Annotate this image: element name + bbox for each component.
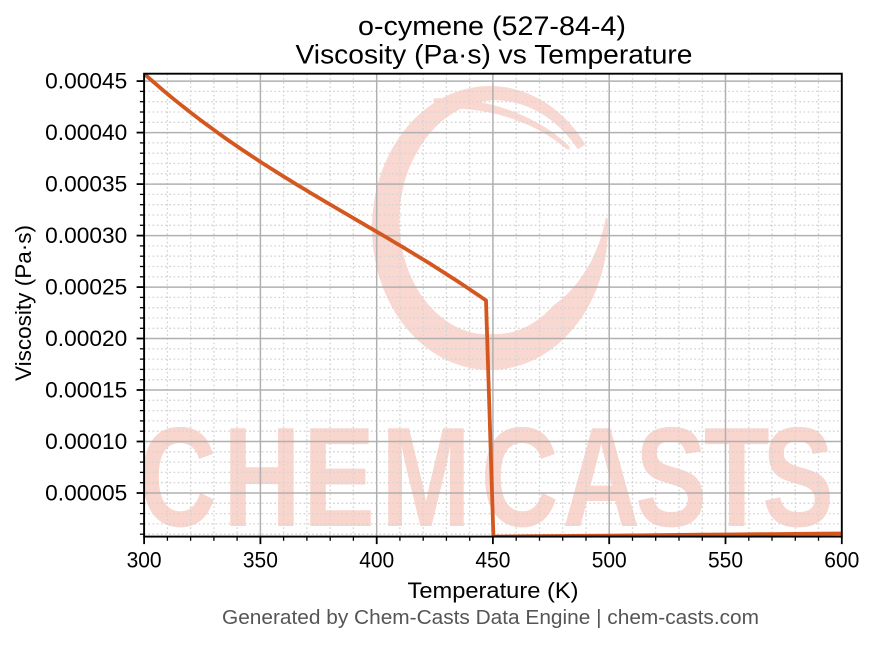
svg-text:0.00030: 0.00030 bbox=[45, 223, 127, 248]
svg-text:0.00025: 0.00025 bbox=[45, 275, 127, 300]
svg-text:Temperature (K): Temperature (K) bbox=[408, 578, 579, 603]
svg-text:S: S bbox=[762, 398, 834, 557]
svg-text:350: 350 bbox=[243, 548, 278, 573]
svg-text:0.00020: 0.00020 bbox=[45, 326, 127, 351]
svg-text:0.00010: 0.00010 bbox=[45, 429, 127, 454]
svg-text:0.00035: 0.00035 bbox=[45, 172, 127, 197]
svg-text:A: A bbox=[562, 398, 640, 557]
svg-text:500: 500 bbox=[592, 548, 627, 573]
svg-text:S: S bbox=[635, 398, 707, 557]
svg-text:450: 450 bbox=[475, 548, 510, 573]
svg-text:T: T bbox=[704, 398, 770, 557]
svg-text:0.00040: 0.00040 bbox=[45, 120, 127, 145]
svg-text:M: M bbox=[381, 398, 471, 557]
svg-text:600: 600 bbox=[824, 548, 859, 573]
svg-text:300: 300 bbox=[127, 548, 162, 573]
svg-text:0.00015: 0.00015 bbox=[45, 377, 127, 402]
svg-text:H: H bbox=[223, 398, 301, 557]
svg-text:0.00005: 0.00005 bbox=[45, 480, 127, 505]
svg-text:E: E bbox=[303, 398, 375, 557]
svg-text:Viscosity (Pa·s): Viscosity (Pa·s) bbox=[11, 225, 36, 381]
svg-text:C: C bbox=[139, 398, 217, 557]
svg-text:0.00045: 0.00045 bbox=[45, 69, 127, 94]
svg-text:550: 550 bbox=[708, 548, 743, 573]
svg-text:Viscosity (Pa·s) vs Temperatur: Viscosity (Pa·s) vs Temperature bbox=[296, 39, 693, 69]
svg-text:o-cymene (527-84-4): o-cymene (527-84-4) bbox=[358, 11, 626, 41]
svg-text:400: 400 bbox=[359, 548, 394, 573]
svg-text:Generated by Chem-Casts Data E: Generated by Chem-Casts Data Engine | ch… bbox=[222, 607, 759, 629]
